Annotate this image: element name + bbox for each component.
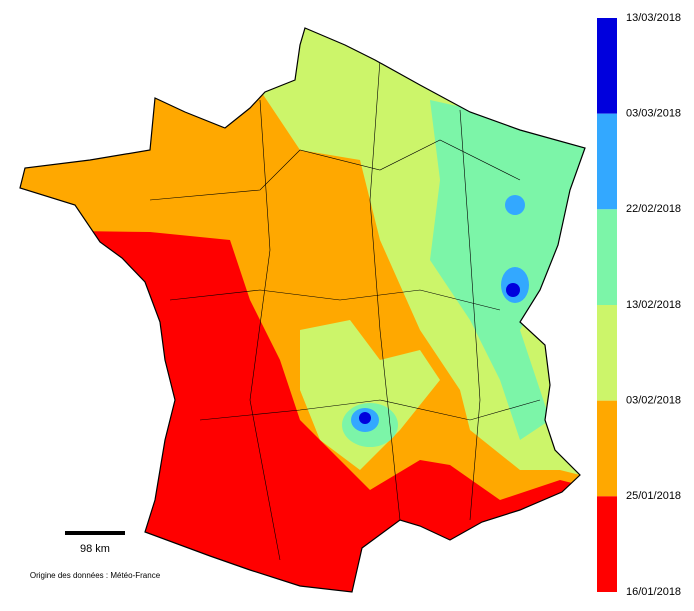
colored-areas: [20, 28, 585, 592]
legend-label: 03/02/2018: [626, 395, 681, 407]
area: [505, 195, 525, 215]
legend-band: [597, 305, 617, 401]
legend-label: 13/02/2018: [626, 299, 681, 311]
region-borders: [149, 59, 541, 561]
legend-label: 22/02/2018: [626, 203, 681, 215]
legend: 13/03/2018 03/03/2018 22/02/2018 13/02/2018…: [597, 12, 681, 598]
scale-label: 98 km: [80, 543, 110, 555]
legend-band: [597, 113, 617, 210]
legend-band: [597, 209, 617, 305]
legend-band: [597, 400, 617, 497]
legend-label: 13/03/2018: [626, 12, 681, 24]
area: [300, 320, 440, 470]
legend-label: 03/03/2018: [626, 108, 681, 120]
legend-band: [597, 18, 617, 114]
legend-label: 16/01/2018: [626, 586, 681, 598]
source-note: Origine des données : Météo-France: [30, 571, 161, 580]
legend-label: 25/01/2018: [626, 490, 681, 502]
legend-band: [597, 496, 617, 592]
area: [506, 283, 520, 297]
area: [359, 412, 371, 424]
